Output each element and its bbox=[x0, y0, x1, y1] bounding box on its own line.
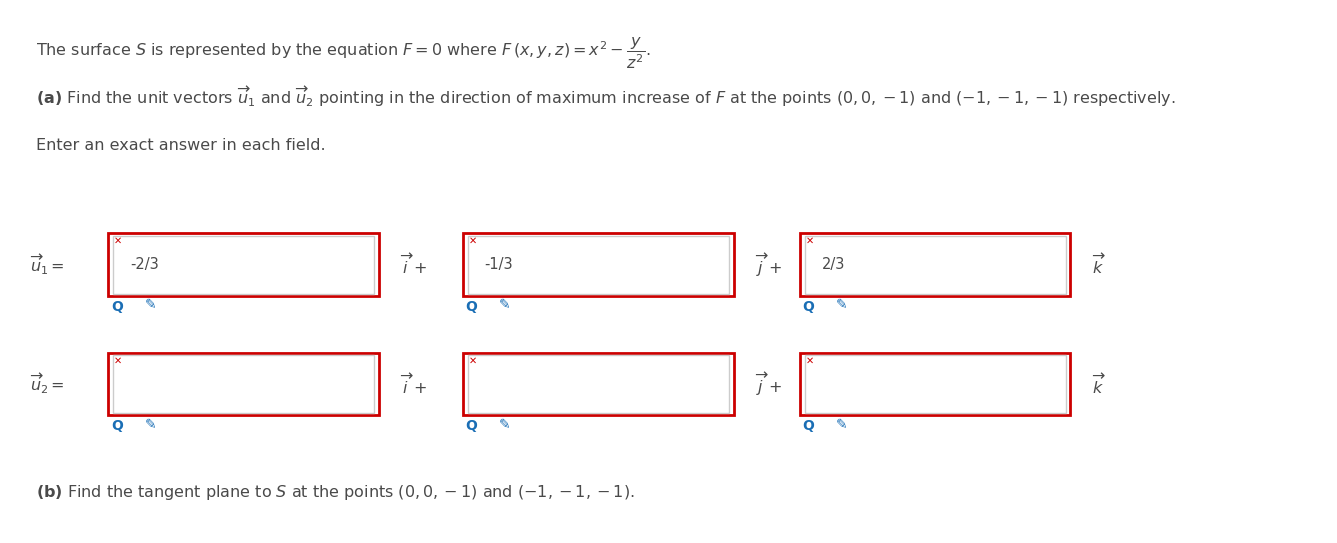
Text: $\overrightarrow{u}_2 =$: $\overrightarrow{u}_2 =$ bbox=[29, 372, 64, 396]
FancyBboxPatch shape bbox=[114, 236, 374, 294]
Text: ✕: ✕ bbox=[806, 236, 814, 246]
FancyBboxPatch shape bbox=[805, 236, 1066, 294]
Text: $\mathbf{Q}$: $\mathbf{Q}$ bbox=[465, 299, 479, 314]
Text: ✎: ✎ bbox=[836, 299, 848, 313]
FancyBboxPatch shape bbox=[468, 236, 729, 294]
Text: -1/3: -1/3 bbox=[484, 257, 513, 272]
Text: ✎: ✎ bbox=[499, 418, 511, 432]
Text: $\overrightarrow{k}$: $\overrightarrow{k}$ bbox=[1092, 252, 1106, 277]
Text: $\mathbf{(b)}$ Find the tangent plane to $S$ at the points $(0, 0, -1)$ and $(-1: $\mathbf{(b)}$ Find the tangent plane to… bbox=[36, 483, 635, 502]
Text: ✕: ✕ bbox=[469, 236, 477, 246]
Text: $\overrightarrow{j}\,+$: $\overrightarrow{j}\,+$ bbox=[755, 370, 782, 398]
FancyBboxPatch shape bbox=[463, 353, 734, 415]
Text: $\overrightarrow{k}$: $\overrightarrow{k}$ bbox=[1092, 372, 1106, 396]
FancyBboxPatch shape bbox=[800, 353, 1071, 415]
Text: ✕: ✕ bbox=[114, 356, 123, 365]
FancyBboxPatch shape bbox=[800, 233, 1071, 296]
Text: $\overrightarrow{u}_1 =$: $\overrightarrow{u}_1 =$ bbox=[29, 252, 64, 277]
Text: $\overrightarrow{i}\,+$: $\overrightarrow{i}\,+$ bbox=[401, 252, 428, 277]
Text: ✎: ✎ bbox=[836, 418, 848, 432]
FancyBboxPatch shape bbox=[108, 353, 378, 415]
Text: $\mathbf{Q}$: $\mathbf{Q}$ bbox=[802, 418, 816, 434]
Text: ✕: ✕ bbox=[806, 356, 814, 365]
FancyBboxPatch shape bbox=[468, 355, 729, 413]
FancyBboxPatch shape bbox=[463, 233, 734, 296]
Text: -2/3: -2/3 bbox=[130, 257, 159, 272]
Text: ✎: ✎ bbox=[144, 418, 156, 432]
Text: $\mathbf{Q}$: $\mathbf{Q}$ bbox=[802, 299, 816, 314]
Text: $\overrightarrow{j}\,+$: $\overrightarrow{j}\,+$ bbox=[755, 251, 782, 279]
Text: $\mathbf{Q}$: $\mathbf{Q}$ bbox=[465, 418, 479, 434]
Text: ✕: ✕ bbox=[469, 356, 477, 365]
Text: The surface $S$ is represented by the equation $F = 0$ where $F\,(x, y, z) = x^2: The surface $S$ is represented by the eq… bbox=[36, 35, 651, 71]
Text: Enter an exact answer in each field.: Enter an exact answer in each field. bbox=[36, 138, 326, 154]
Text: $\mathbf{Q}$: $\mathbf{Q}$ bbox=[111, 418, 124, 434]
Text: $\mathbf{Q}$: $\mathbf{Q}$ bbox=[111, 299, 124, 314]
FancyBboxPatch shape bbox=[108, 233, 378, 296]
FancyBboxPatch shape bbox=[805, 355, 1066, 413]
Text: ✕: ✕ bbox=[114, 236, 123, 246]
Text: 2/3: 2/3 bbox=[821, 257, 845, 272]
FancyBboxPatch shape bbox=[114, 355, 374, 413]
Text: ✎: ✎ bbox=[144, 299, 156, 313]
Text: $\mathbf{(a)}$ Find the unit vectors $\overrightarrow{u}_1$ and $\overrightarrow: $\mathbf{(a)}$ Find the unit vectors $\o… bbox=[36, 84, 1175, 109]
Text: $\overrightarrow{i}\,+$: $\overrightarrow{i}\,+$ bbox=[401, 372, 428, 396]
Text: ✎: ✎ bbox=[499, 299, 511, 313]
